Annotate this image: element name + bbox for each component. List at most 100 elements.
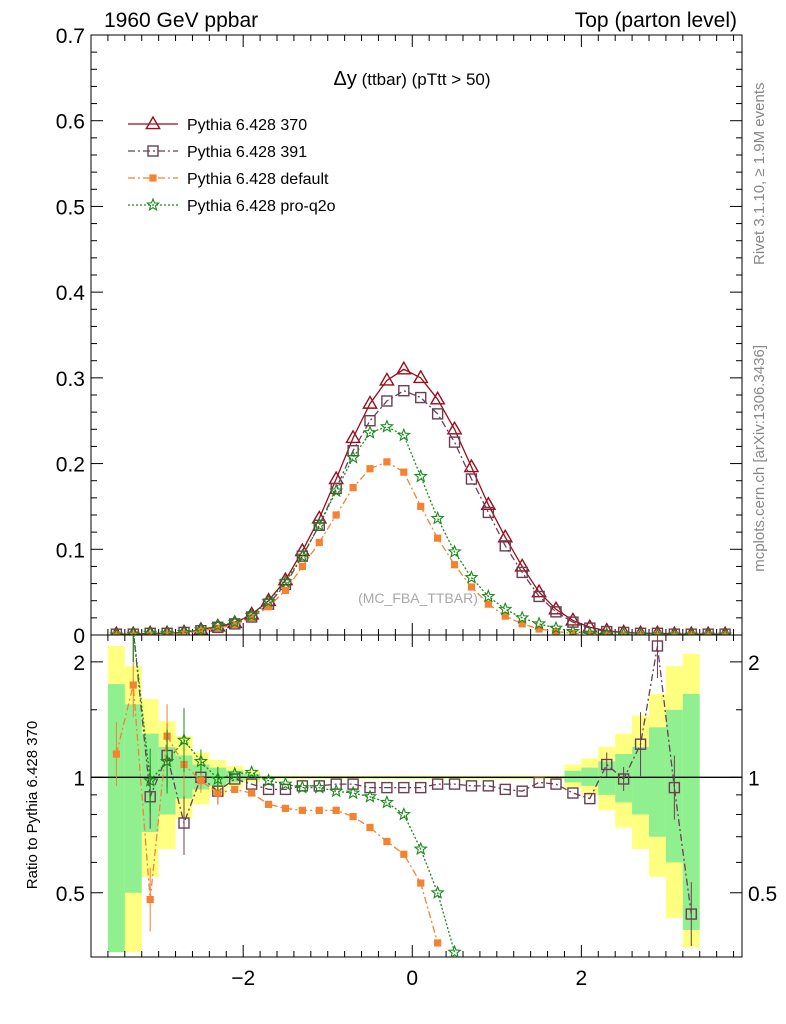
ratio-marker-p391	[415, 781, 427, 794]
marker-pq2o	[278, 574, 293, 588]
ratio-marker-pdef	[112, 750, 120, 758]
ratio-marker-p391	[668, 781, 681, 794]
marker-pdef	[484, 600, 492, 608]
marker-p391	[229, 618, 241, 630]
marker-p370	[497, 528, 514, 543]
marker-p370	[599, 622, 615, 635]
main-ytick-label: 0.7	[56, 25, 85, 48]
legend: Pythia 6.428 370 Pythia 6.428 391 Pythia 6…	[128, 115, 336, 215]
ratio-ytick-label-left: 2	[73, 652, 85, 675]
ratio-marker-pdef	[281, 804, 290, 812]
marker-pq2o	[599, 626, 614, 635]
ratio-marker-pq2o	[312, 780, 327, 794]
ratio-marker-p391	[178, 817, 190, 829]
ratio-marker-p391	[482, 780, 495, 792]
legend-label-p370: Pythia 6.428 370	[187, 117, 307, 134]
series-line-pq2o	[116, 426, 726, 635]
marker-p370	[395, 360, 412, 375]
ratio-marker-p391	[398, 781, 410, 794]
marker-p391	[195, 625, 207, 635]
legend-marker-pdef	[149, 174, 157, 182]
ratio-marker-p391	[617, 773, 630, 785]
ratio-marker-p391	[279, 783, 292, 796]
marker-pq2o	[413, 468, 428, 483]
marker-pdef	[383, 458, 391, 466]
chart-title-text: (ttbar) (pTtt > 50)	[362, 70, 491, 89]
marker-pq2o	[565, 624, 581, 635]
marker-p391	[499, 540, 511, 552]
ratio-marker-pq2o	[295, 780, 310, 794]
band-green	[124, 704, 142, 893]
marker-pdef	[721, 631, 729, 635]
ratio-marker-p391	[381, 781, 393, 794]
ratio-panel: 0.5 0.5 1 1 2 2 −2 0 2	[56, 634, 777, 990]
marker-p370	[446, 420, 463, 435]
ratio-ytick-label-left: 1	[73, 767, 85, 790]
marker-p391	[465, 473, 478, 485]
ratio-marker-pq2o	[193, 753, 209, 768]
ratio-bands	[107, 645, 700, 953]
marker-p370	[463, 458, 480, 473]
marker-p370	[617, 624, 630, 635]
ratio-marker-p391	[245, 778, 258, 790]
marker-pdef	[129, 631, 137, 635]
ratio-marker-p391	[499, 783, 511, 796]
legend-label-pdef: Pythia 6.428 default	[187, 171, 329, 188]
ratio-marker-pq2o	[176, 732, 192, 747]
marker-pdef	[180, 629, 188, 635]
marker-pq2o	[345, 450, 361, 464]
marker-p391	[347, 445, 359, 457]
marker-pdef	[332, 511, 340, 519]
ratio-marker-pdef	[197, 777, 205, 785]
marker-pdef	[687, 631, 695, 635]
marker-pq2o	[633, 627, 648, 635]
legend-label-p391: Pythia 6.428 391	[187, 144, 307, 161]
watermark: (MC_FBA_TTBAR)	[358, 590, 478, 606]
marker-p391	[567, 616, 579, 628]
marker-pq2o	[126, 626, 141, 635]
ratio-marker-pq2o	[379, 794, 395, 809]
marker-pq2o	[295, 548, 310, 563]
band-green	[649, 727, 666, 837]
ratio-marker-p391	[347, 778, 359, 790]
marker-pdef	[434, 534, 442, 542]
marker-pq2o	[430, 510, 445, 525]
marker-pq2o	[329, 483, 344, 498]
marker-pq2o	[396, 427, 411, 442]
marker-p391	[516, 566, 528, 579]
marker-pdef	[298, 562, 306, 571]
ratio-marker-p391	[448, 778, 461, 790]
marker-p370	[514, 558, 531, 572]
marker-pq2o	[362, 425, 378, 439]
marker-p370	[412, 369, 429, 384]
process-label: Top (parton level)	[575, 9, 737, 32]
ratio-marker-p391	[465, 780, 478, 792]
ratio-marker-p391	[685, 908, 697, 920]
ratio-marker-pq2o	[362, 789, 378, 803]
marker-pq2o	[515, 610, 530, 624]
chart-title: Δy (ttbar) (pTtt > 50)	[333, 68, 490, 90]
marker-pq2o	[582, 625, 597, 635]
marker-p391	[550, 606, 562, 618]
legend-label-pq2o: Pythia 6.428 pro-q2o	[187, 198, 336, 215]
ratio-frame	[90, 634, 743, 958]
main-ytick-label: 0.6	[56, 111, 85, 134]
marker-p370	[345, 429, 361, 444]
ratio-marker-pq2o	[210, 771, 225, 786]
marker-pq2o	[227, 614, 242, 629]
ratio-ytick-label-left: 0.5	[56, 883, 85, 906]
ratio-marker-p391	[330, 778, 342, 790]
ratio-marker-pdef	[129, 681, 137, 689]
marker-p370	[429, 390, 446, 405]
marker-p370	[548, 600, 564, 615]
ratio-marker-pq2o	[159, 753, 175, 768]
marker-pq2o	[312, 517, 327, 532]
marker-pq2o	[498, 601, 513, 616]
ratio-marker-p391	[550, 778, 562, 790]
main-ytick-label: 0.1	[56, 539, 85, 562]
marker-pdef	[552, 627, 560, 635]
marker-p370	[379, 372, 395, 386]
marker-pdef	[501, 612, 509, 620]
ratio-marker-pq2o	[447, 944, 462, 957]
